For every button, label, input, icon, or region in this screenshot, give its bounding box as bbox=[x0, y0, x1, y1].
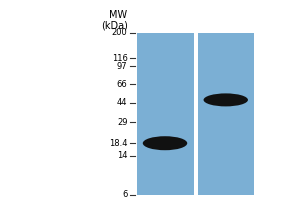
Bar bbox=[198, 33, 254, 195]
Text: 116: 116 bbox=[112, 54, 127, 63]
Text: 200: 200 bbox=[112, 28, 127, 37]
Text: MW: MW bbox=[110, 10, 128, 20]
Ellipse shape bbox=[204, 93, 248, 106]
Text: 18.4: 18.4 bbox=[109, 139, 128, 148]
Text: 29: 29 bbox=[117, 118, 128, 127]
Text: 97: 97 bbox=[117, 62, 128, 71]
Text: 14: 14 bbox=[117, 151, 128, 160]
Text: 44: 44 bbox=[117, 98, 128, 107]
Text: (kDa): (kDa) bbox=[100, 20, 127, 30]
Text: 6: 6 bbox=[122, 190, 128, 199]
Text: 66: 66 bbox=[117, 80, 128, 89]
Bar bbox=[136, 33, 194, 195]
Ellipse shape bbox=[143, 136, 187, 150]
